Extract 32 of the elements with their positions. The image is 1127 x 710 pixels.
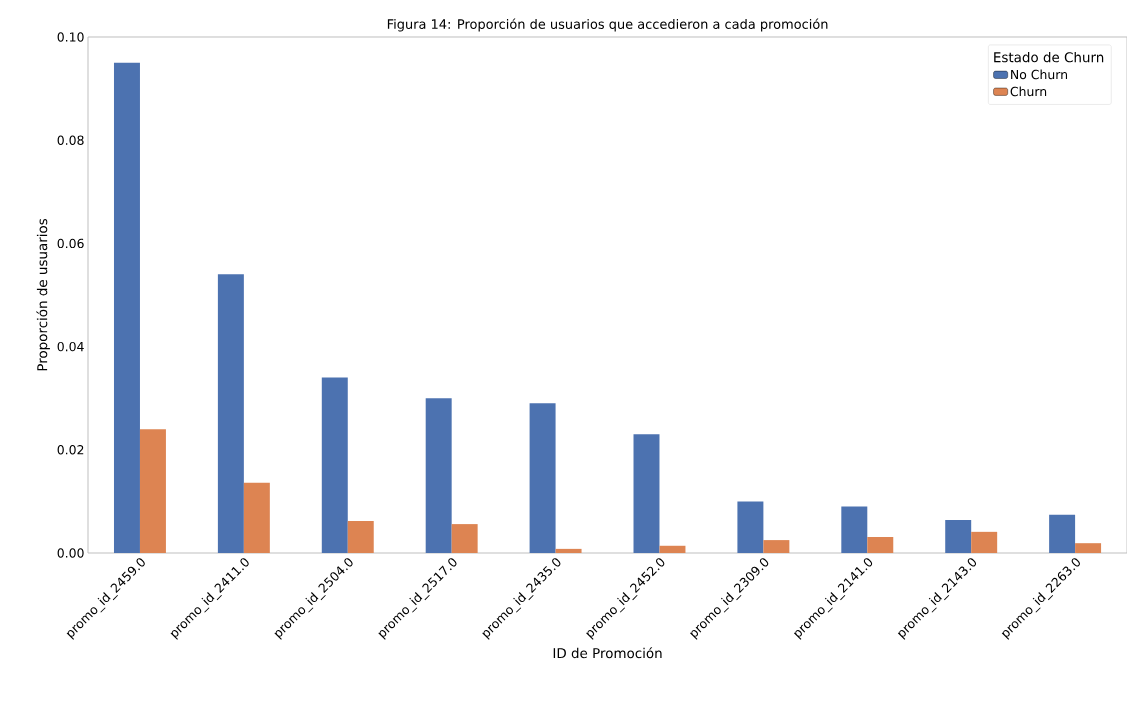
bar [243,482,270,553]
bar [113,62,140,553]
legend-label: Churn [1010,86,1047,97]
bar [633,434,660,553]
bar [1049,514,1076,553]
bar [347,521,374,553]
bar [971,531,998,553]
bar [451,524,478,553]
bar [139,429,166,553]
bar [529,403,556,553]
y-tick-label: 0.08 [57,135,84,145]
y-tick-label: 0.00 [57,548,84,558]
bar [841,506,868,553]
bar [217,274,244,553]
bar [659,545,686,553]
legend-title: Estado de Churn [994,51,1104,63]
y-tick-label: 0.04 [57,341,84,352]
bar [945,519,972,553]
y-tick-label: 0.02 [57,445,84,455]
bar [425,398,452,553]
y-axis-title: Proporción de usuarios [36,218,50,371]
chart-title: Figura 14: Proporción de usuarios que accedieron a cada promoción [387,18,828,32]
bar [763,540,790,553]
y-tick-label: 0.10 [57,32,84,42]
bar [1075,543,1102,553]
y-tick-label: 0.06 [57,238,84,249]
x-axis-title: ID de Promoción [553,647,662,659]
bar [555,548,582,553]
bar [867,537,894,553]
bar [737,501,764,553]
legend-label: No Churn [1011,69,1068,80]
bar [321,377,348,553]
